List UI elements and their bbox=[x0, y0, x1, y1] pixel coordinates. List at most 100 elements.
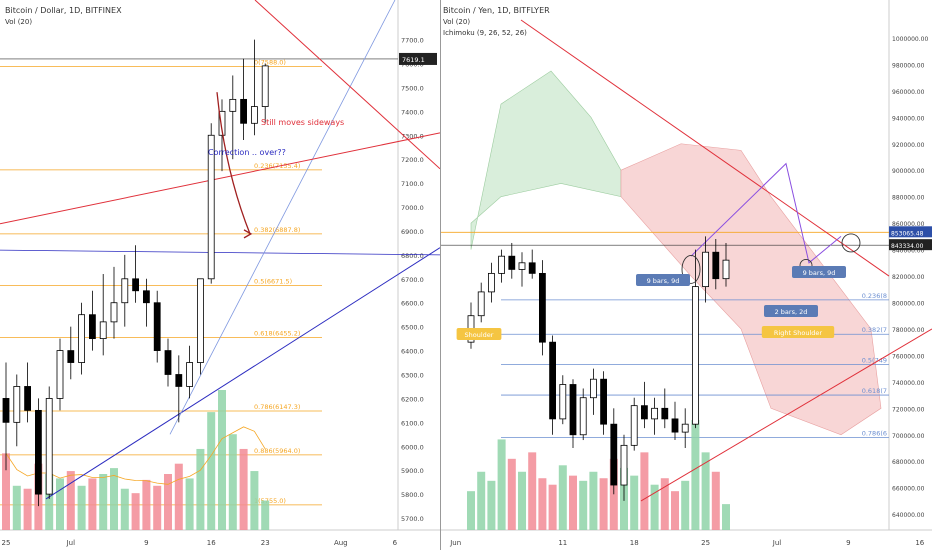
ichimoku-cloud-red bbox=[620, 143, 882, 436]
candle-body bbox=[620, 444, 628, 486]
y-tick-label: 860000.00 bbox=[892, 221, 925, 228]
y-tick-label: 1000000.00 bbox=[892, 36, 928, 43]
volume-bar bbox=[174, 463, 183, 530]
x-tick-label: 9 bbox=[144, 539, 148, 547]
volume-bar bbox=[196, 448, 205, 530]
annotation-text: Still moves sideways bbox=[261, 118, 344, 127]
y-tick-label: 740000.00 bbox=[892, 380, 925, 387]
candle-body bbox=[175, 374, 183, 387]
candle-body bbox=[218, 110, 226, 136]
trend-line-red-rising bbox=[0, 132, 440, 225]
volume-bar bbox=[599, 478, 608, 530]
volume-bar bbox=[142, 479, 151, 530]
candle-body bbox=[67, 350, 75, 363]
x-tick-label: 23 bbox=[261, 539, 270, 547]
bars-note-box bbox=[764, 305, 818, 317]
volume-bar bbox=[538, 478, 547, 530]
volume-bar bbox=[88, 478, 97, 530]
price-tag-label: 853065.48 bbox=[891, 230, 924, 237]
trend-line-red-falling bbox=[254, 0, 440, 170]
y-tick-label: 6800.0 bbox=[401, 252, 424, 260]
y-tick-label: 6500.0 bbox=[401, 324, 424, 332]
volume-bar bbox=[467, 491, 475, 530]
y-tick-label: 680000.00 bbox=[892, 459, 925, 466]
x-tick-label: 6 bbox=[393, 539, 398, 547]
volume-bar bbox=[650, 484, 659, 530]
candle-body bbox=[722, 259, 730, 280]
candle-body bbox=[142, 290, 150, 304]
volume-bar bbox=[99, 474, 108, 530]
y-tick-label: 6600.0 bbox=[401, 300, 424, 308]
candle-body bbox=[691, 286, 699, 425]
candle-body bbox=[35, 409, 42, 495]
pattern-line bbox=[690, 162, 842, 264]
fib-level-label: 0.886(5964.0) bbox=[254, 447, 300, 455]
y-tick-label: 780000.00 bbox=[892, 327, 925, 334]
candle-body bbox=[712, 251, 720, 280]
volume-bar bbox=[185, 478, 194, 530]
y-tick-label: 5900.0 bbox=[401, 467, 424, 475]
y-tick-label: 700000.00 bbox=[892, 433, 925, 440]
volume-bar bbox=[640, 452, 649, 530]
volume-bar bbox=[477, 471, 486, 530]
fib-level-label: 0.236(8 bbox=[862, 292, 887, 300]
candle-body bbox=[488, 272, 495, 293]
candle-body bbox=[261, 65, 269, 107]
volume-bar bbox=[589, 471, 598, 530]
y-tick-label: 980000.00 bbox=[892, 62, 925, 69]
x-tick-label: 16 bbox=[915, 539, 924, 547]
candle-body bbox=[196, 278, 204, 363]
candle-body bbox=[164, 350, 172, 375]
candle-body bbox=[477, 291, 485, 317]
y-tick-label: 6200.0 bbox=[401, 395, 424, 403]
candle-body bbox=[78, 314, 85, 363]
bars-note-box bbox=[792, 266, 846, 278]
y-tick-label: 7000.0 bbox=[401, 204, 424, 212]
y-tick-label: 6000.0 bbox=[401, 443, 424, 451]
volume-bar bbox=[528, 452, 537, 530]
volume-bar bbox=[66, 471, 75, 530]
volume-bar bbox=[207, 412, 216, 530]
y-tick-label: 6100.0 bbox=[401, 419, 424, 427]
y-tick-label: 7100.0 bbox=[401, 180, 424, 188]
y-tick-label: 820000.00 bbox=[892, 274, 925, 281]
volume-bar bbox=[579, 480, 588, 530]
y-tick-label: 800000.00 bbox=[892, 300, 925, 307]
y-tick-label: 6400.0 bbox=[401, 348, 424, 356]
shoulder-label: Right Shoulder bbox=[774, 329, 822, 337]
volume-bar bbox=[120, 488, 129, 530]
fib-level-label: 0.382(7 bbox=[862, 326, 887, 334]
volume-bar bbox=[487, 480, 496, 530]
shoulder-label-box bbox=[456, 328, 502, 340]
volume-bar bbox=[671, 491, 679, 530]
volume-bar bbox=[660, 478, 669, 530]
volume-bar bbox=[56, 478, 64, 530]
volume-ma-line bbox=[5, 426, 266, 485]
x-tick-label: 11 bbox=[558, 539, 567, 547]
chart-title: Bitcoin / Yen, 1D, BITFLYER bbox=[443, 6, 550, 15]
price-tag-label: 7619.1 bbox=[402, 56, 425, 64]
x-tick-label: 25 bbox=[701, 539, 710, 547]
shoulder-label-box bbox=[761, 326, 835, 338]
candle-body bbox=[2, 398, 10, 423]
volume-bar bbox=[218, 390, 226, 530]
candle-body bbox=[579, 397, 587, 436]
price-tag-label: 843334.00 bbox=[891, 243, 924, 250]
bars-note: 9 bars, 9d bbox=[803, 269, 836, 277]
volume-bar bbox=[250, 471, 259, 530]
trend-line-support bbox=[45, 247, 440, 500]
candle-body bbox=[250, 106, 258, 124]
ichimoku-label: Ichimoku (9, 26, 52, 26) bbox=[443, 29, 527, 37]
price-tag-box bbox=[399, 52, 437, 65]
candle-body bbox=[681, 423, 689, 433]
chart-bitcoin-yen: Bitcoin / Yen, 1D, BITFLYER Vol (20) Ich… bbox=[441, 0, 932, 547]
candle-body bbox=[24, 386, 32, 411]
candle-body bbox=[45, 398, 53, 495]
fib-level-label: 0(7588.0) bbox=[254, 58, 286, 66]
volume-label: Vol (20) bbox=[5, 18, 32, 26]
highlight-circle bbox=[681, 254, 701, 284]
x-tick-label: Aug bbox=[334, 539, 348, 547]
fib-level-label: 1(5755.0) bbox=[254, 497, 286, 505]
y-tick-label: 5800.0 bbox=[401, 491, 424, 499]
